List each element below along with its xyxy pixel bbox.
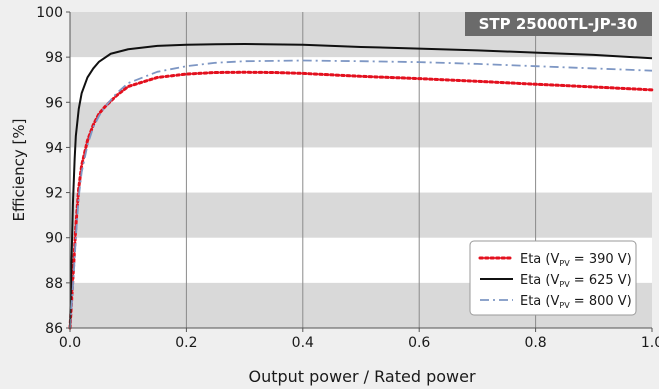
- y-tick-label: 98: [45, 50, 63, 66]
- x-tick-label: 1.0: [641, 335, 659, 351]
- legend-text-suffix: = 390 V): [570, 252, 632, 267]
- legend-entry-390v: Eta (VPV = 390 V): [520, 252, 632, 268]
- x-tick-label: 0.0: [59, 335, 81, 351]
- legend-box: [469, 240, 637, 316]
- x-tick-label: 0.4: [292, 335, 314, 351]
- legend-text-subscript: PV: [559, 259, 570, 268]
- legend-entry-800v: Eta (VPV = 800 V): [520, 294, 632, 310]
- y-tick-label: 92: [45, 186, 63, 202]
- legend-text-prefix: Eta (V: [520, 273, 559, 288]
- legend: Eta (VPV = 390 V)Eta (VPV = 625 V)Eta (V…: [469, 240, 637, 316]
- y-band: [70, 192, 652, 238]
- y-tick-label: 94: [45, 140, 63, 156]
- legend-text-prefix: Eta (V: [520, 252, 559, 267]
- y-tick-label: 100: [36, 5, 63, 21]
- x-tick-label: 0.2: [175, 335, 197, 351]
- legend-text-suffix: = 800 V): [570, 294, 632, 309]
- series-layer: [68, 43, 654, 330]
- y-tick-label: 86: [45, 321, 63, 337]
- y-tick-label: 90: [45, 231, 63, 247]
- series-625v-line: [69, 43, 653, 329]
- legend-text-subscript: PV: [559, 301, 570, 310]
- y-tick-label: 96: [45, 95, 63, 111]
- x-axis-label: Output power / Rated power: [248, 367, 475, 386]
- y-tick-label: 88: [45, 276, 63, 292]
- y-axis-label: Efficiency [%]: [10, 119, 28, 222]
- axes: 86 88 90 92 94 96 98 100 0.0 0.2 0.4 0.6 0.8 1.0: [36, 5, 659, 351]
- title-background: [465, 12, 652, 36]
- legend-entry-625v: Eta (VPV = 625 V): [520, 273, 632, 289]
- legend-text-suffix: = 625 V): [570, 273, 632, 288]
- legend-text-subscript: PV: [559, 280, 570, 289]
- legend-text-prefix: Eta (V: [520, 294, 559, 309]
- x-tick-label: 0.6: [408, 335, 430, 351]
- title-box: STP 25000TL-JP-30: [465, 12, 652, 36]
- x-tick-label: 0.8: [524, 335, 546, 351]
- y-band: [70, 102, 652, 148]
- chart-title: STP 25000TL-JP-30: [479, 15, 638, 33]
